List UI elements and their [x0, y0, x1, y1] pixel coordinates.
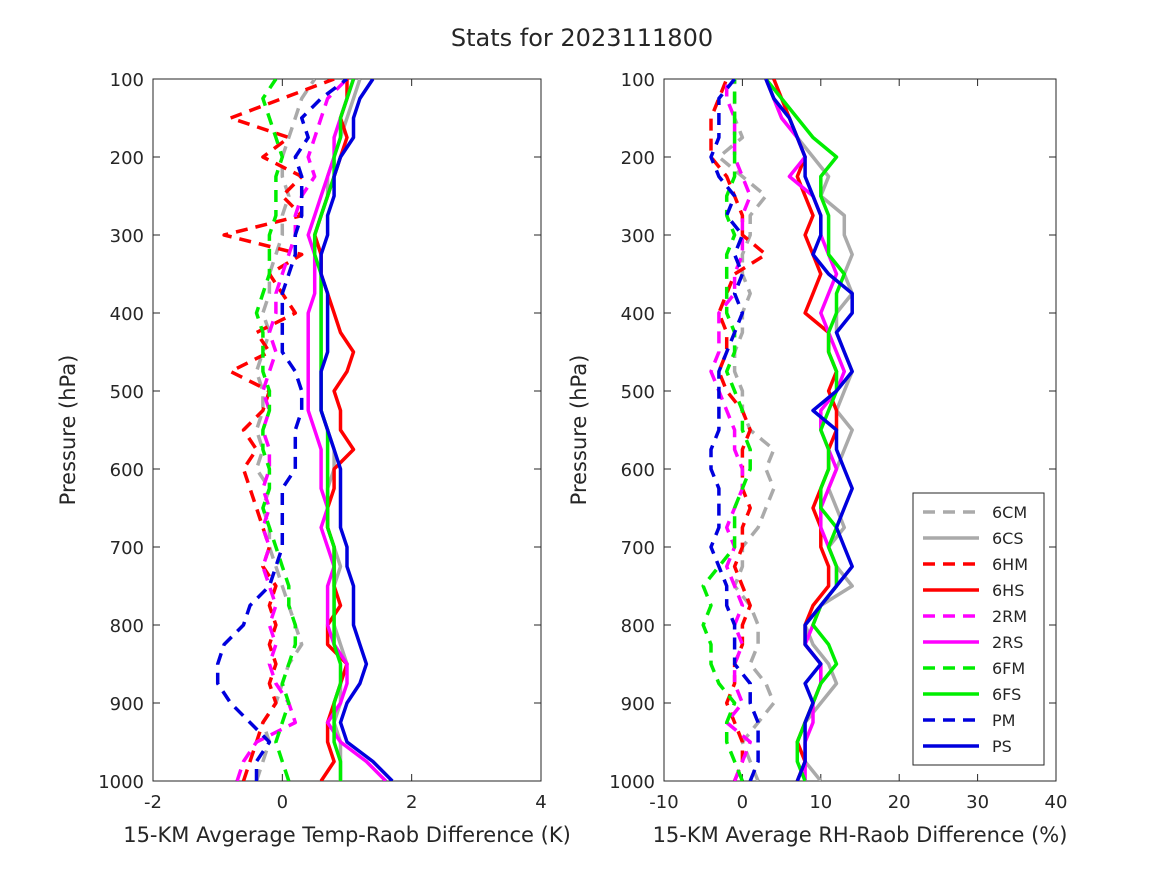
- y-tick-label: 900: [621, 694, 655, 715]
- legend-label-ps: PS: [992, 737, 1012, 756]
- y-tick-label: 400: [621, 304, 655, 325]
- series-line-6hm: [222, 79, 335, 781]
- y-tick-label: 600: [621, 460, 655, 481]
- x-tick-label: 4: [535, 792, 546, 813]
- y-tick-label: 600: [110, 460, 144, 481]
- y-axis-label: Pressure (hPa): [567, 355, 591, 506]
- series-line-6cs: [312, 79, 362, 781]
- x-tick-label: 10: [809, 792, 832, 813]
- x-tick-label: 20: [888, 792, 911, 813]
- series-line-2rm: [709, 79, 752, 781]
- series-group: [215, 79, 394, 781]
- series-line-6fm: [701, 79, 752, 781]
- axes-box: [663, 78, 1057, 782]
- series-line-2rs: [306, 79, 388, 781]
- legend-label-6hm: 6HM: [992, 555, 1028, 574]
- y-tick-label: 100: [621, 70, 655, 91]
- x-tick-label: 0: [737, 792, 748, 813]
- y-tick-label: 400: [110, 304, 144, 325]
- legend-label-2rs: 2RS: [992, 633, 1023, 652]
- series-line-ps: [319, 79, 394, 781]
- legend-label-6fs: 6FS: [992, 685, 1021, 704]
- x-axis-label: 15-KM Average RH-Raob Difference (%): [653, 823, 1068, 847]
- y-tick-label: 300: [110, 226, 144, 247]
- x-axis-label: 15-KM Avgerage Temp-Raob Difference (K): [123, 823, 571, 847]
- figure-title: Stats for 2023111800: [451, 24, 713, 52]
- legend-label-6cs: 6CS: [992, 529, 1024, 548]
- legend-label-2rm: 2RM: [992, 607, 1027, 626]
- y-tick-label: 500: [110, 382, 144, 403]
- chart-panel-2: 100 200 300 400 500 600 700 800 900 1000-10 0 10 20 3…: [567, 70, 1067, 847]
- x-tick-label: 2: [406, 792, 417, 813]
- series-line-6fm: [254, 79, 298, 781]
- legend-box: [912, 492, 1045, 766]
- x-tick-label: 40: [1045, 792, 1068, 813]
- y-tick-label: 1000: [609, 772, 655, 793]
- legend-label-6hs: 6HS: [992, 581, 1024, 600]
- y-tick-label: 200: [110, 148, 144, 169]
- legend-label-6cm: 6CM: [992, 503, 1027, 522]
- x-tick-label: 0: [277, 792, 288, 813]
- legend: 6CM 6CS 6HM 6HS 2RM 2RS 6FM 6FS PM PS: [912, 492, 1045, 766]
- legend-label-6fm: 6FM: [992, 659, 1025, 678]
- y-tick-label: 500: [621, 382, 655, 403]
- y-tick-label: 800: [110, 616, 144, 637]
- y-tick-label: 200: [621, 148, 655, 169]
- series-line-6fs: [764, 79, 847, 781]
- series-line-pm: [709, 79, 760, 781]
- x-tick-label: -10: [649, 792, 678, 813]
- x-tick-label: 30: [966, 792, 989, 813]
- y-tick-label: 700: [621, 538, 655, 559]
- y-tick-label: 900: [110, 694, 144, 715]
- series-line-pm: [215, 79, 349, 781]
- y-tick-label: 700: [110, 538, 144, 559]
- series-group: [701, 79, 854, 781]
- y-tick-label: 1000: [98, 772, 144, 793]
- y-tick-label: 800: [621, 616, 655, 637]
- series-line-ps: [764, 79, 854, 781]
- y-axis-label: Pressure (hPa): [56, 355, 80, 506]
- y-tick-label: 300: [621, 226, 655, 247]
- chart-panel-1: 100 200 300 400 500 600 700 800 900 1000-2 0 2 4 15-K…: [56, 70, 571, 847]
- x-tick-label: -2: [144, 792, 162, 813]
- y-tick-label: 100: [110, 70, 144, 91]
- legend-label-pm: PM: [992, 711, 1015, 730]
